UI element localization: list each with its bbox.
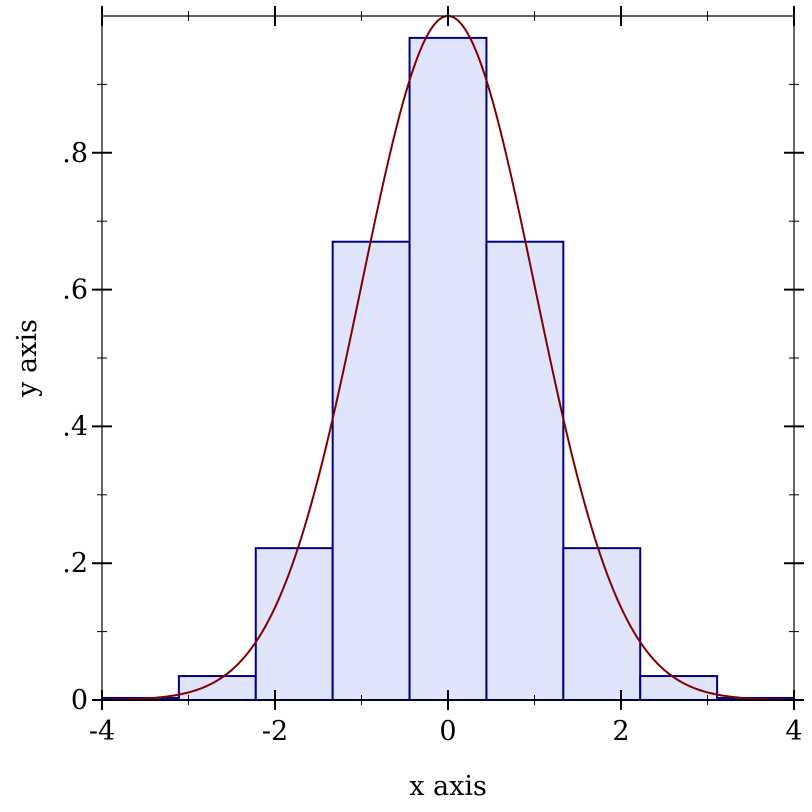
y-tick-label: .6	[62, 275, 88, 306]
x-tick-label: 4	[785, 716, 802, 747]
histogram-bar	[485, 240, 565, 701]
histogram-bar	[331, 240, 411, 701]
x-tick-label: 2	[612, 716, 629, 747]
y-tick-label: .2	[62, 548, 88, 579]
tick-labels-layer: -4 -2 0 2 4 0 .2 .4 .6 .8	[62, 138, 802, 747]
x-tick-label: -2	[262, 716, 288, 747]
y-axis-title: y axis	[12, 319, 43, 398]
histogram-bar	[254, 547, 334, 701]
x-tick-label: -4	[89, 716, 115, 747]
ticks-layer	[92, 6, 804, 710]
bars-layer	[101, 36, 796, 701]
x-tick-label: 0	[439, 716, 456, 747]
histogram-bar	[408, 36, 488, 701]
histogram-bar	[562, 547, 642, 701]
x-axis-title: x axis	[409, 771, 487, 802]
y-tick-label: .8	[62, 138, 88, 169]
y-tick-label: .4	[62, 411, 88, 442]
y-tick-label: 0	[71, 685, 88, 716]
